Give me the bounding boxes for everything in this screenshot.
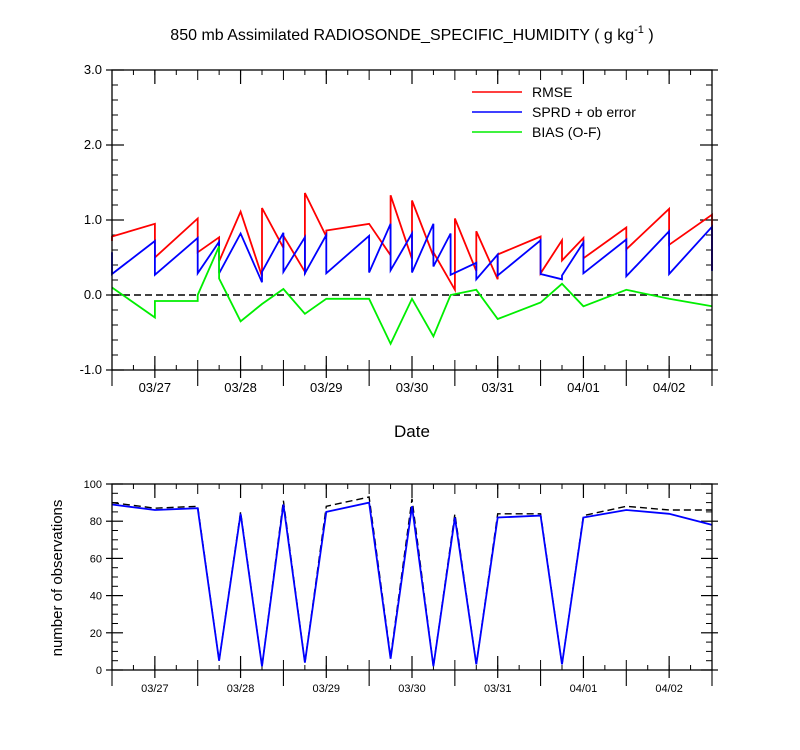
top-y-tick-label: 3.0 (84, 62, 102, 77)
top-plot-area: 03/27 03/28 03/29 03/30 03/31 04/01 04/02 -1.0 0… (80, 62, 718, 395)
chart-title: 850 mb Assimilated RADIOSONDE_SPECIFIC_H… (170, 24, 653, 44)
bottom-x-tick-label: 03/27 (141, 683, 169, 695)
top-x-axis-label: Date (394, 422, 430, 441)
bottom-x-tick-label: 03/31 (484, 683, 512, 695)
top-y-tick-label: 2.0 (84, 137, 102, 152)
legend-label-sprd: SPRD + ob error (532, 104, 636, 120)
bottom-y-tick-label: 80 (90, 516, 102, 528)
top-y-tick-label: 0.0 (84, 287, 102, 302)
bottom-series-observations-assimilated (111, 501, 713, 667)
top-x-tick-label: 03/29 (310, 380, 343, 395)
legend-label-bias: BIAS (O-F) (532, 124, 601, 140)
top-x-tick-label: 03/27 (139, 380, 172, 395)
bottom-y-tick-label: 60 (90, 553, 102, 565)
bottom-x-tick-label: 03/28 (227, 683, 255, 695)
title-end: ) (644, 27, 654, 44)
top-series-sprd-ob-error (111, 223, 713, 283)
bottom-series-observations-possible (111, 496, 712, 667)
top-series-bias-o-f (111, 245, 713, 346)
title-main: 850 mb Assimilated RADIOSONDE_SPECIFIC_H… (170, 27, 634, 44)
bottom-x-tick-label: 03/30 (398, 683, 426, 695)
bottom-y-tick-label: 20 (90, 628, 102, 640)
top-plot-frame (111, 69, 713, 371)
top-x-tick-label: 04/01 (567, 380, 600, 395)
bottom-plot-area: 03/27 03/28 03/29 03/30 03/31 04/01 04/02 0 20 40… (84, 479, 718, 695)
bottom-plot-frame (111, 483, 713, 671)
top-x-tick-label: 03/28 (224, 380, 257, 395)
legend: RMSE SPRD + ob error BIAS (O-F) (472, 84, 636, 140)
top-y-tick-label: 1.0 (84, 212, 102, 227)
legend-label-rmse: RMSE (532, 84, 572, 100)
top-y-tick-label: -1.0 (80, 362, 102, 377)
title-superscript: -1 (634, 24, 644, 36)
bottom-y-tick-label: 0 (96, 665, 102, 677)
top-x-tick-label: 03/31 (481, 380, 514, 395)
bottom-y-axis-label: number of observations (49, 500, 66, 657)
bottom-y-tick-label: 40 (90, 591, 102, 603)
bottom-x-tick-label: 03/29 (313, 683, 341, 695)
bottom-x-tick-label: 04/02 (655, 683, 683, 695)
bottom-x-tick-label: 04/01 (570, 683, 598, 695)
top-x-tick-label: 04/02 (653, 380, 686, 395)
top-x-tick-label: 03/30 (396, 380, 429, 395)
bottom-y-tick-label: 100 (84, 479, 102, 491)
